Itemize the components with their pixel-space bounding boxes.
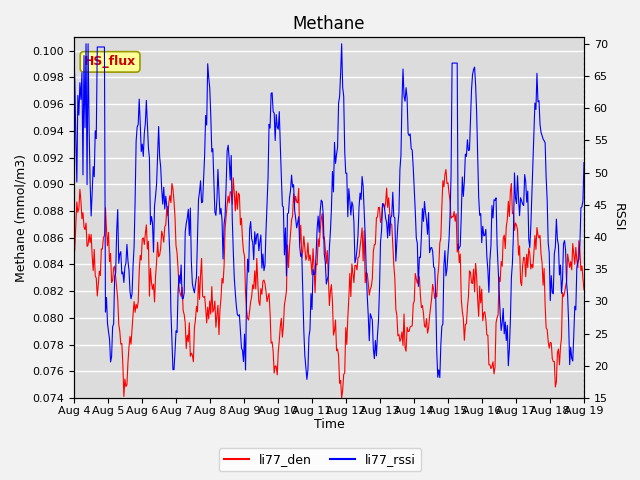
Y-axis label: RSSI: RSSI (612, 204, 625, 232)
Line: li77_den: li77_den (74, 169, 584, 398)
li77_den (338, 395, 346, 401)
Title: Methane: Methane (292, 15, 365, 33)
li77_den (490, 371, 498, 377)
li77_rssi (490, 197, 498, 203)
li77_rssi (82, 41, 90, 47)
Legend: li77_den, li77_rssi: li77_den, li77_rssi (219, 448, 421, 471)
li77_rssi (70, 48, 77, 53)
li77_rssi (303, 376, 311, 382)
li77_rssi (580, 160, 588, 166)
li77_den (316, 244, 323, 250)
Text: HS_flux: HS_flux (84, 55, 136, 68)
li77_rssi (570, 333, 578, 338)
li77_den (570, 252, 578, 257)
X-axis label: Time: Time (314, 419, 344, 432)
li77_den (312, 261, 320, 267)
li77_den (442, 167, 450, 172)
li77_den (70, 258, 77, 264)
li77_rssi (314, 213, 322, 219)
li77_den (347, 294, 355, 300)
Line: li77_rssi: li77_rssi (74, 44, 584, 379)
li77_rssi (376, 286, 383, 292)
Y-axis label: Methane (mmol/m3): Methane (mmol/m3) (15, 154, 28, 282)
li77_den (374, 204, 382, 210)
li77_rssi (317, 197, 325, 203)
li77_den (580, 287, 588, 293)
li77_rssi (348, 199, 356, 205)
